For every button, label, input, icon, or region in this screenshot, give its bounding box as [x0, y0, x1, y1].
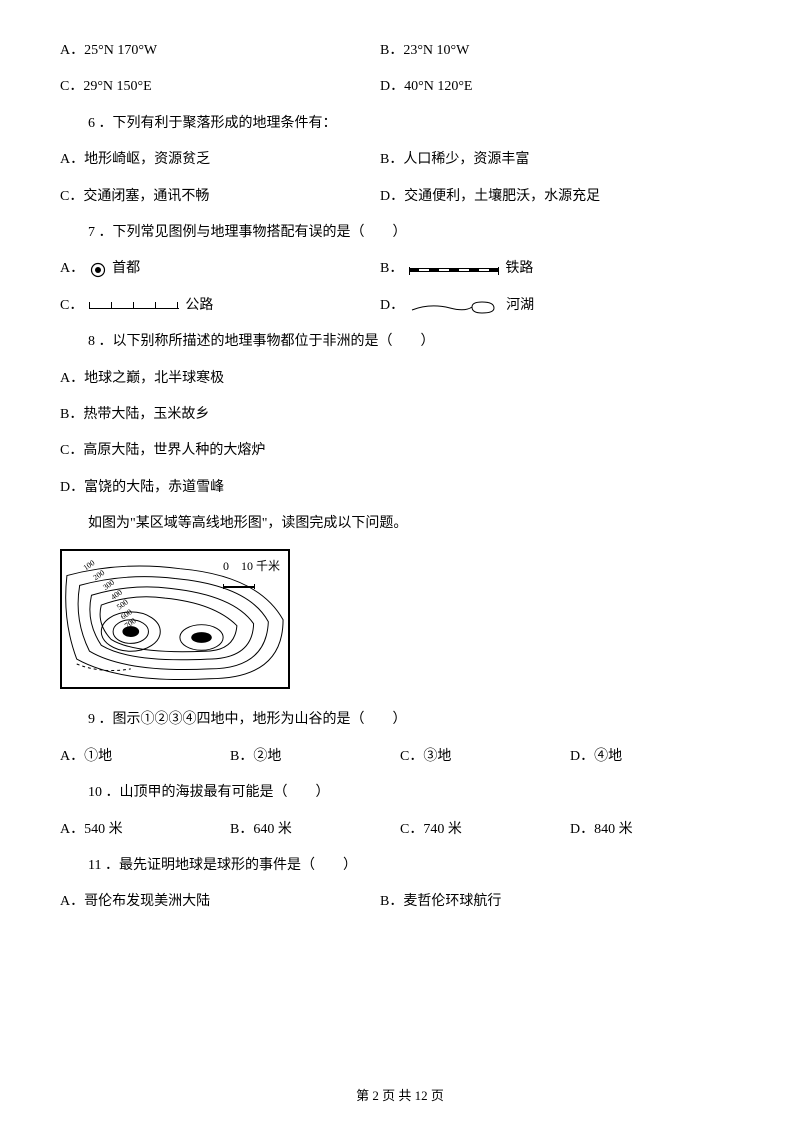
q9-stem: 9 ．图示①②③④四地中，地形为山谷的是（ ） — [60, 709, 740, 731]
river-lake-icon — [410, 297, 500, 315]
q5-optC: C．29°N 150°E — [60, 76, 380, 98]
q5-optD: D．40°N 120°E — [380, 76, 740, 98]
q7-optB: B． 铁路 — [380, 258, 740, 280]
contour-lines: ▲ ▲ 100 200 300 400 500 600 700 — [62, 551, 288, 689]
railway-icon — [409, 268, 499, 272]
q9-optB: B．②地 — [230, 746, 400, 768]
q7-stem: 7 ．下列常见图例与地理事物搭配有误的是（ ） — [60, 222, 740, 244]
q6-row2: C．交通闭塞，通讯不畅 D．交通便利，土壤肥沃，水源充足 — [60, 186, 740, 208]
q6-optC: C．交通闭塞，通讯不畅 — [60, 186, 380, 208]
q5-row2: C．29°N 150°E D．40°N 120°E — [60, 76, 740, 98]
q5-optB: B．23°N 10°W — [380, 40, 740, 62]
q8-optD: D．富饶的大陆，赤道雪峰 — [60, 477, 740, 499]
q9-opts: A．①地 B．②地 C．③地 D．④地 — [60, 746, 740, 768]
q7-optA-label: 首都 — [112, 258, 140, 280]
q8-stem: 8 ．以下别称所描述的地理事物都位于非洲的是（ ） — [60, 331, 740, 353]
q9-optC: C．③地 — [400, 746, 570, 768]
svg-text:100: 100 — [82, 559, 97, 573]
q6-row1: A．地形崎岖，资源贫乏 B．人口稀少，资源丰富 — [60, 149, 740, 171]
q9-optD: D．④地 — [570, 746, 740, 768]
q6-optB: B．人口稀少，资源丰富 — [380, 149, 740, 171]
svg-text:▲: ▲ — [134, 628, 141, 635]
road-icon — [89, 303, 179, 309]
q10-optA: A．540 米 — [60, 819, 230, 841]
q6-optD: D．交通便利，土壤肥沃，水源充足 — [380, 186, 740, 208]
q7-optC-label: 公路 — [185, 295, 213, 317]
q6-stem: 6 ．下列有利于聚落形成的地理条件有： — [60, 113, 740, 135]
q5-row1: A．25°N 170°W B．23°N 10°W — [60, 40, 740, 62]
q7-row2: C． 公路 D． 河湖 — [60, 295, 740, 317]
capital-icon — [90, 262, 106, 278]
page-footer: 第 2 页 共 12 页 — [0, 1086, 800, 1107]
q7-optB-prefix: B． — [380, 258, 403, 280]
q8-optC: C．高原大陆，世界人种的大熔炉 — [60, 440, 740, 462]
q7-optA: A． 首都 — [60, 258, 380, 280]
q11-optA: A．哥伦布发现美洲大陆 — [60, 891, 380, 913]
q10-optD: D．840 米 — [570, 819, 740, 841]
svg-text:▲: ▲ — [200, 635, 207, 642]
q7-optC-prefix: C． — [60, 295, 83, 317]
q7-optC: C． 公路 — [60, 295, 380, 317]
q11-stem: 11 ．最先证明地球是球形的事件是（ ） — [60, 855, 740, 877]
q5-optA: A．25°N 170°W — [60, 40, 380, 62]
q9-optA: A．①地 — [60, 746, 230, 768]
q7-optD: D． 河湖 — [380, 295, 740, 317]
contour-map: 0 10 千米 ▲ ▲ 100 200 300 400 500 600 700 — [60, 549, 290, 689]
q10-optC: C．740 米 — [400, 819, 570, 841]
map-intro: 如图为"某区域等高线地形图"，读图完成以下问题。 — [60, 513, 740, 535]
q7-row1: A． 首都 B． 铁路 — [60, 258, 740, 280]
q8-optB: B．热带大陆，玉米故乡 — [60, 404, 740, 426]
q7-optD-label: 河湖 — [506, 295, 534, 317]
q11-opts: A．哥伦布发现美洲大陆 B．麦哲伦环球航行 — [60, 891, 740, 913]
q10-optB: B．640 米 — [230, 819, 400, 841]
q11-optB: B．麦哲伦环球航行 — [380, 891, 740, 913]
q7-optA-prefix: A． — [60, 258, 84, 280]
q10-opts: A．540 米 B．640 米 C．740 米 D．840 米 — [60, 819, 740, 841]
q7-optB-label: 铁路 — [505, 258, 533, 280]
q10-stem: 10 ．山顶甲的海拔最有可能是（ ） — [60, 782, 740, 804]
q7-optD-prefix: D． — [380, 295, 404, 317]
q8-optA: A．地球之巅，北半球寒极 — [60, 368, 740, 390]
q6-optA: A．地形崎岖，资源贫乏 — [60, 149, 380, 171]
